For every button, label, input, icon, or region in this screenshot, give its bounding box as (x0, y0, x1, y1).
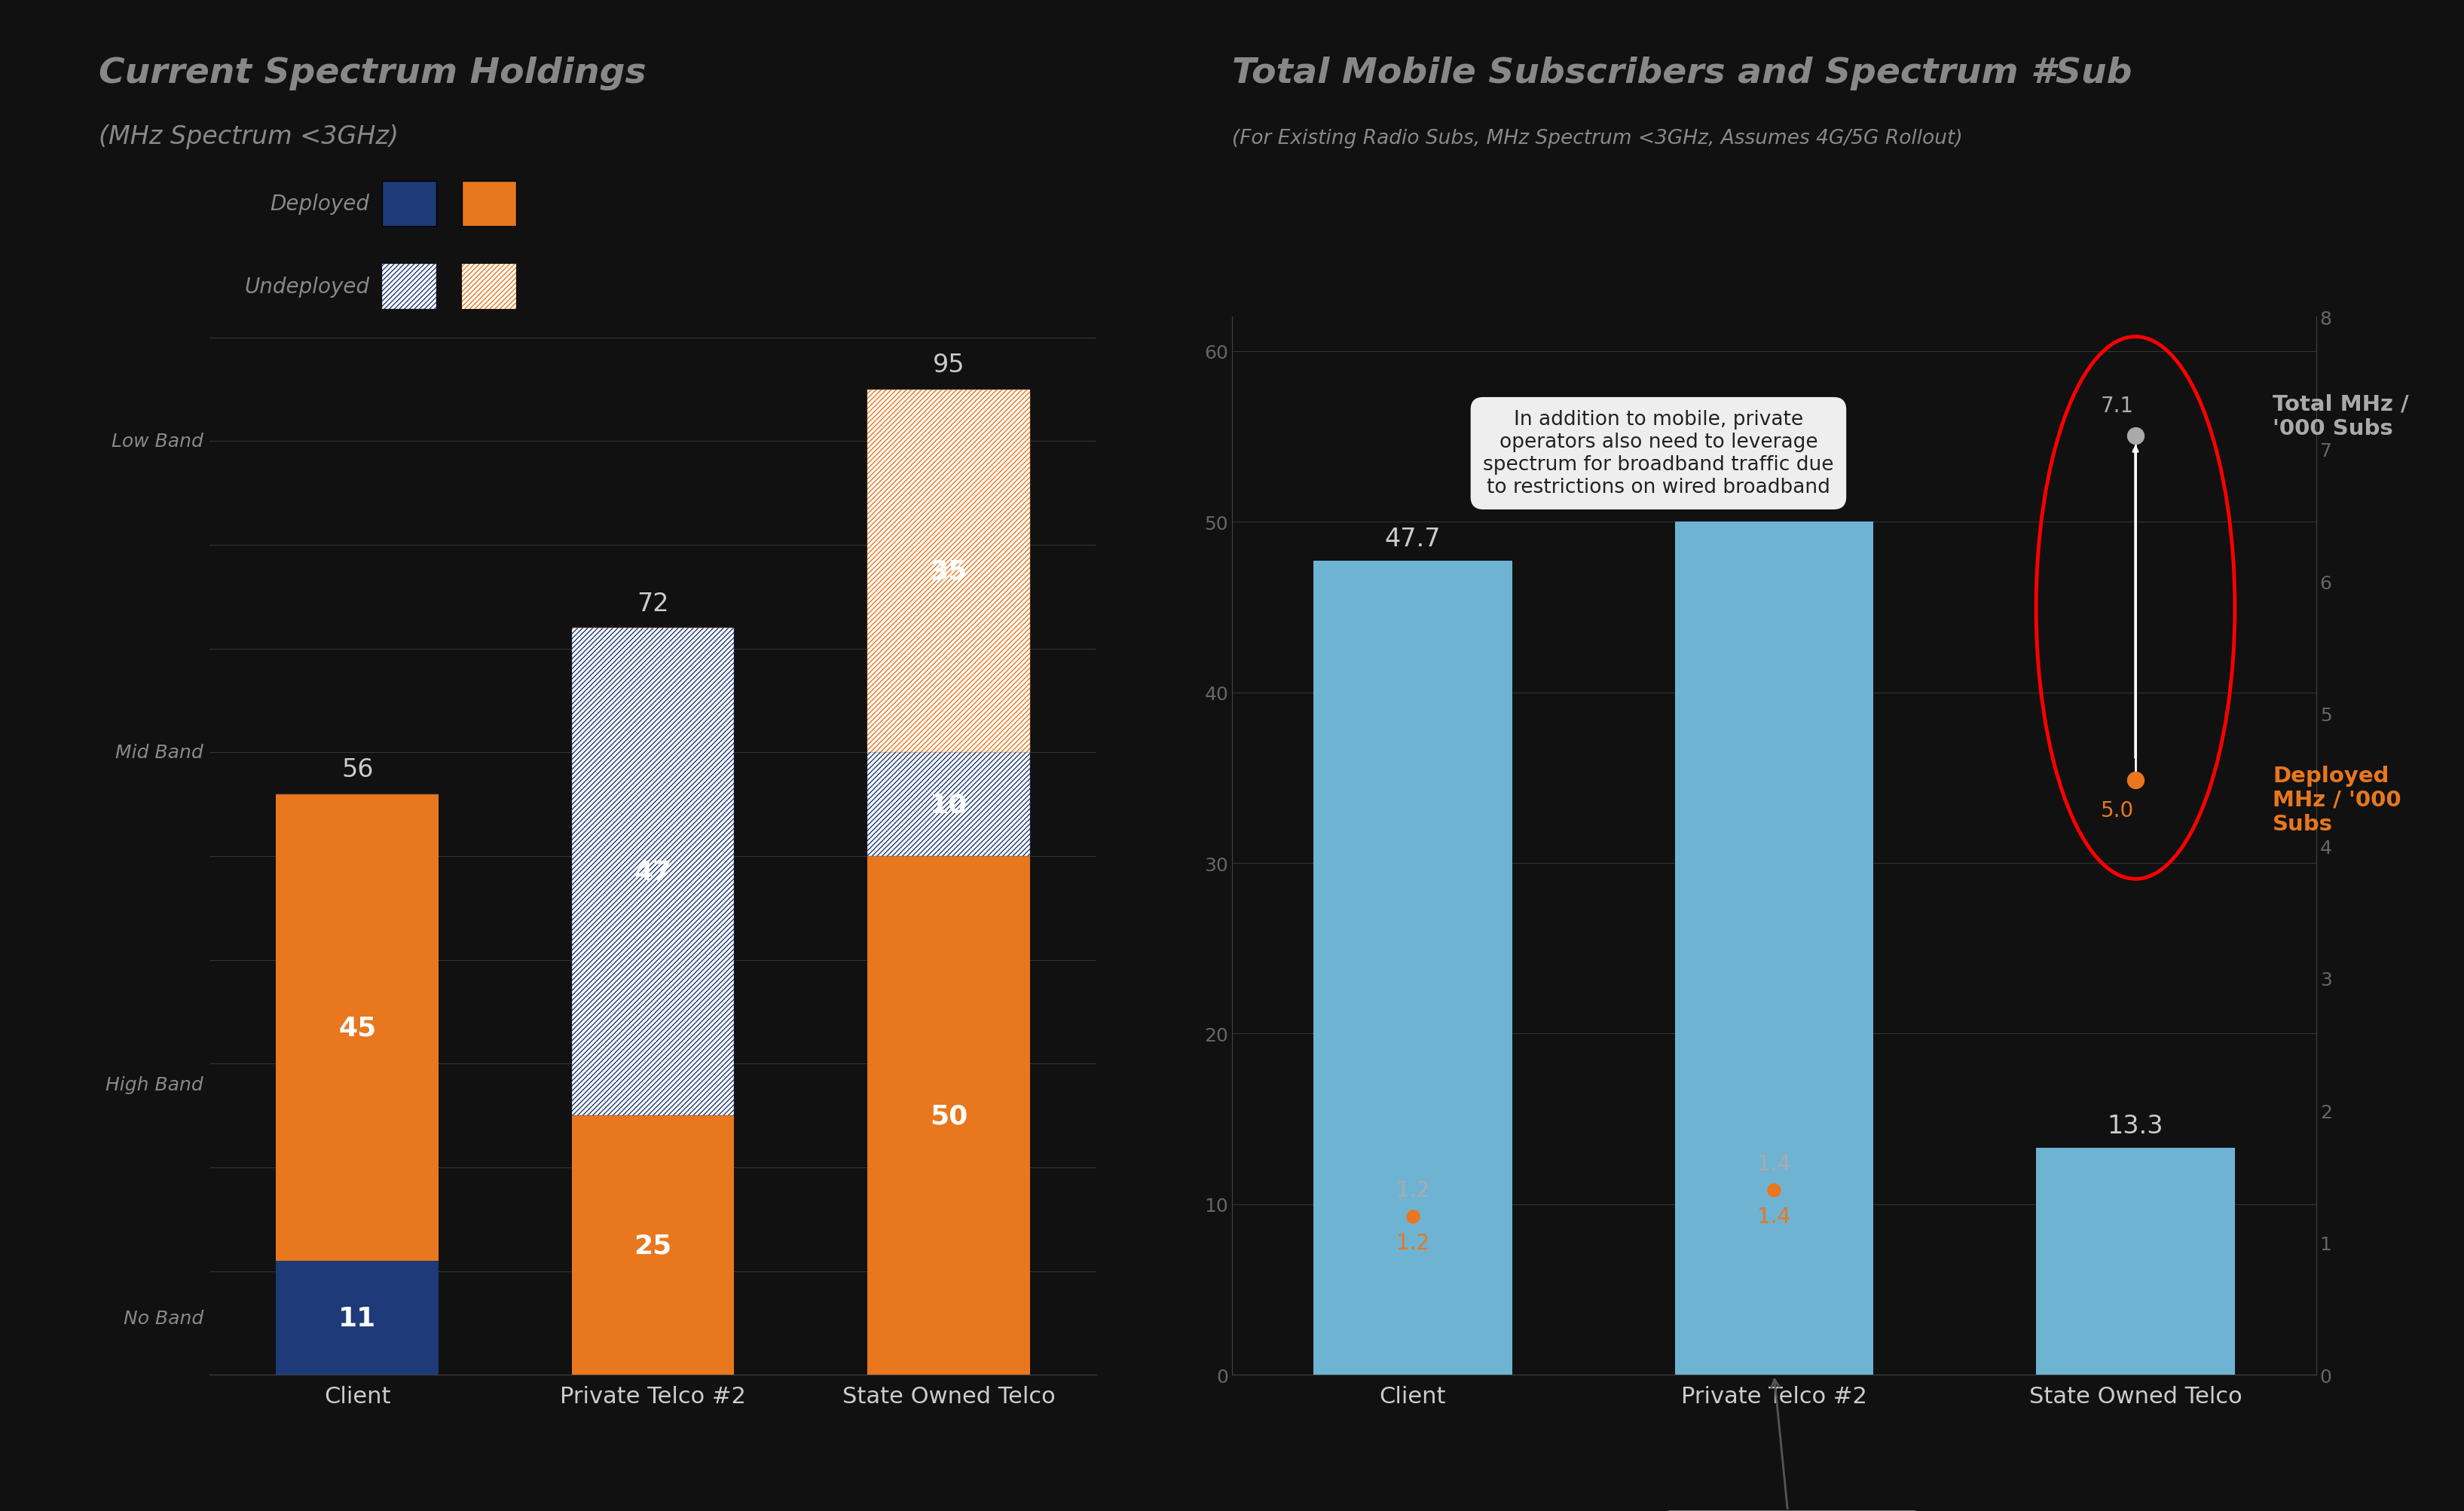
Text: 50: 50 (929, 1103, 968, 1129)
Text: 13.3: 13.3 (2107, 1114, 2163, 1138)
Text: Undeployed: Undeployed (244, 277, 370, 298)
Text: 1.2: 1.2 (1397, 1233, 1429, 1253)
Text: 7.1: 7.1 (2102, 396, 2134, 417)
Bar (276, 1262, 439, 1375)
Text: 47.7: 47.7 (1385, 526, 1441, 552)
Point (1754, 1179, 1794, 1203)
Text: Deployed
MHz / '000
Subs: Deployed MHz / '000 Subs (2272, 765, 2402, 836)
Text: 50.0: 50.0 (1747, 487, 1801, 512)
Text: Low Band: Low Band (111, 432, 205, 450)
Text: In addition to mobile, private
operators also need to leverage
spectrum for broa: In addition to mobile, private operators… (1483, 409, 1833, 497)
Text: Mid Band: Mid Band (116, 743, 205, 762)
Bar (572, 629, 734, 1115)
Bar (867, 857, 1030, 1375)
Point (1754, 1179, 1794, 1203)
Text: 45: 45 (338, 1015, 377, 1041)
Text: 1.4: 1.4 (1757, 1206, 1791, 1227)
Bar (1676, 521, 1873, 1375)
Point (1392, 1204, 1432, 1228)
Text: 72: 72 (636, 591, 670, 616)
Text: Total MHz /
'000 Subs: Total MHz / '000 Subs (2272, 394, 2410, 440)
Text: (MHz Spectrum <3GHz): (MHz Spectrum <3GHz) (99, 124, 399, 148)
Point (2117, 425, 2156, 449)
Text: 11: 11 (338, 1306, 377, 1331)
Text: 25: 25 (633, 1233, 673, 1259)
Bar (2035, 1148, 2235, 1375)
Point (1392, 1204, 1432, 1228)
Text: Total Mobile Subscribers and Spectrum #Sub: Total Mobile Subscribers and Spectrum #S… (1232, 57, 2131, 91)
Text: No Band: No Band (123, 1309, 205, 1327)
Point (2117, 768, 2156, 792)
Text: Current Spectrum Holdings: Current Spectrum Holdings (99, 57, 646, 91)
Text: (For Existing Radio Subs, MHz Spectrum <3GHz, Assumes 4G/5G Rollout): (For Existing Radio Subs, MHz Spectrum <… (1232, 128, 1964, 148)
Text: 1.2: 1.2 (1397, 1180, 1429, 1200)
Text: 1.4: 1.4 (1757, 1153, 1791, 1174)
Text: 5.0: 5.0 (2102, 799, 2134, 820)
Bar (572, 1115, 734, 1375)
Text: 56: 56 (342, 757, 372, 781)
Text: 35: 35 (929, 559, 968, 585)
Text: 10: 10 (929, 792, 968, 817)
Bar (867, 752, 1030, 857)
Text: 95: 95 (934, 352, 963, 378)
Text: High Band: High Band (106, 1076, 205, 1094)
Bar (867, 390, 1030, 752)
Bar (1313, 561, 1513, 1375)
Text: 47: 47 (633, 860, 673, 885)
Bar (276, 795, 439, 1262)
Text: Private Telco #2 has
23% more spectrum per
subscriber vs. Client: Private Telco #2 has 23% more spectrum p… (1671, 1380, 1912, 1511)
Text: Deployed: Deployed (271, 193, 370, 215)
